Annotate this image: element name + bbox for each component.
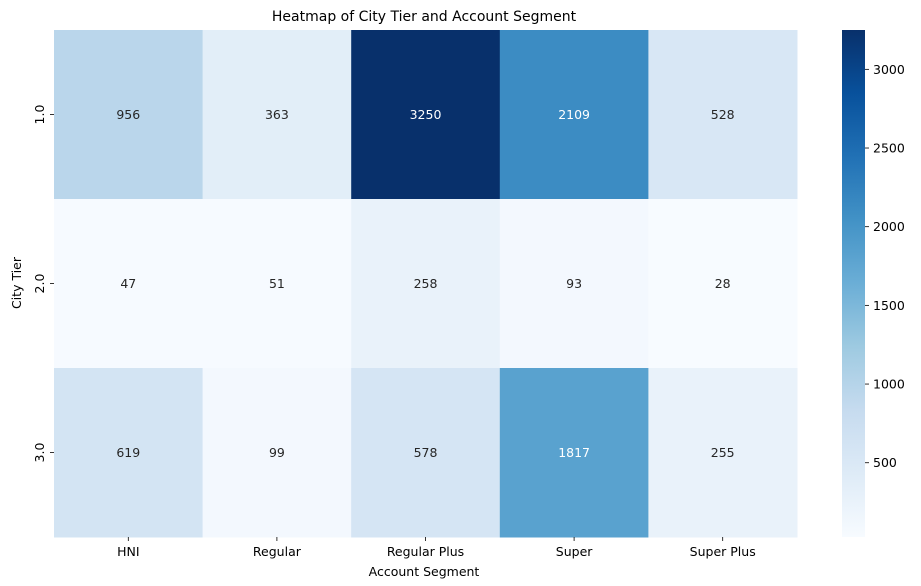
cell-value-label: 255 [711,445,735,460]
cell-value-label: 1817 [558,445,590,460]
colorbar-tick-label: 3000 [873,62,905,77]
cell-value-label: 619 [116,445,140,460]
x-tick-label: HNI [117,544,139,559]
cell-value-label: 528 [711,107,735,122]
colorbar-ticks: 500 1000 1500 2000 2500 3000 [865,62,905,470]
chart-title: Heatmap of City Tier and Account Segment [272,9,577,25]
x-tick-label: Super Plus [690,544,756,559]
heatmap-cell [351,199,501,369]
x-tick-label: Super [556,544,593,559]
y-tick-label: 3.0 [32,443,47,463]
x-tick-label: Regular [253,544,302,559]
y-tick-label: 1.0 [32,105,47,125]
colorbar-tick-label: 2000 [873,219,905,234]
cell-value-label: 956 [116,107,140,122]
y-axis: 1.0 2.0 3.0 [32,105,54,463]
cell-value-label: 47 [120,276,136,291]
heatmap-cell [648,199,798,369]
heatmap-cell [499,199,649,369]
heatmap-cell-labels: 956 363 3250 2109 528 47 51 258 93 28 619 99 578 1817… [116,107,734,460]
cell-value-label: 578 [414,445,438,460]
heatmap-cell [54,368,204,538]
x-axis-label: Account Segment [369,564,480,579]
heatmap-cell [499,30,649,200]
heatmap-cell [648,30,798,200]
cell-value-label: 3250 [410,107,442,122]
heatmap-cell [54,30,204,200]
cell-value-label: 51 [269,276,285,291]
cell-value-label: 99 [269,445,285,460]
colorbar-tick-label: 1500 [873,298,905,313]
cell-value-label: 28 [715,276,731,291]
y-tick-label: 2.0 [32,274,47,294]
heatmap-cell [499,368,649,538]
colorbar-gradient [842,30,865,537]
heatmap-cell [202,30,352,200]
colorbar-tick-label: 500 [873,455,897,470]
x-axis: HNI Regular Regular Plus Super Super Plus [117,537,756,559]
colorbar-tick-label: 2500 [873,141,905,156]
colorbar-tick-label: 1000 [873,377,905,392]
cell-value-label: 93 [566,276,582,291]
x-tick-label: Regular Plus [387,544,464,559]
cell-value-label: 363 [265,107,289,122]
heatmap-cell [54,199,204,369]
heatmap-cells [54,30,798,538]
y-axis-label: City Tier [9,256,24,309]
cell-value-label: 258 [414,276,438,291]
cell-value-label: 2109 [558,107,590,122]
heatmap-cell [351,368,501,538]
heatmap-cell [202,368,352,538]
colorbar: 500 1000 1500 2000 2500 3000 [842,30,905,537]
heatmap-cell [648,368,798,538]
heatmap-cell [351,30,501,200]
heatmap-cell [202,199,352,369]
